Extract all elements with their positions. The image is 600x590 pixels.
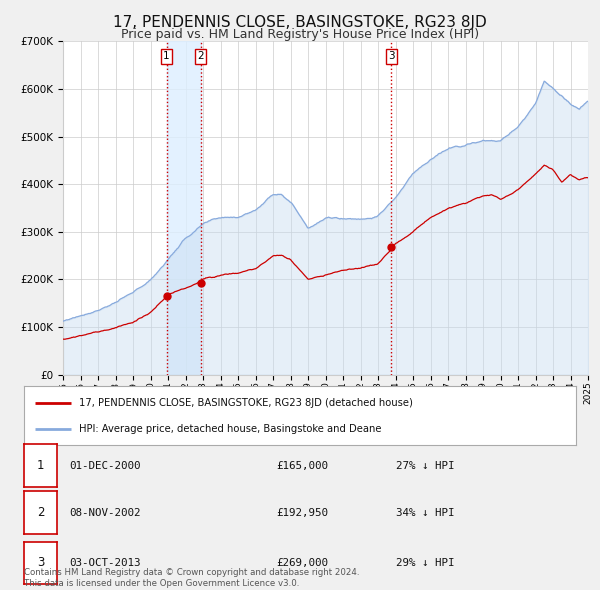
Bar [167, 41, 200, 375]
Text: £192,950: £192,950 [276, 508, 328, 517]
Text: £165,000: £165,000 [276, 461, 328, 470]
Text: HPI: Average price, detached house, Basingstoke and Deane: HPI: Average price, detached house, Basi… [79, 424, 382, 434]
Text: 34% ↓ HPI: 34% ↓ HPI [396, 508, 455, 517]
Text: 3: 3 [388, 51, 394, 61]
Text: Price paid vs. HM Land Registry's House Price Index (HPI): Price paid vs. HM Land Registry's House … [121, 28, 479, 41]
Text: £269,000: £269,000 [276, 558, 328, 568]
Text: Contains HM Land Registry data © Crown copyright and database right 2024.
This d: Contains HM Land Registry data © Crown c… [24, 568, 359, 588]
Text: 1: 1 [163, 51, 170, 61]
Text: 27% ↓ HPI: 27% ↓ HPI [396, 461, 455, 470]
Text: 03-OCT-2013: 03-OCT-2013 [69, 558, 140, 568]
Text: 29% ↓ HPI: 29% ↓ HPI [396, 558, 455, 568]
Text: 2: 2 [197, 51, 204, 61]
Text: 2: 2 [37, 506, 44, 519]
Text: 17, PENDENNIS CLOSE, BASINGSTOKE, RG23 8JD (detached house): 17, PENDENNIS CLOSE, BASINGSTOKE, RG23 8… [79, 398, 413, 408]
Text: 01-DEC-2000: 01-DEC-2000 [69, 461, 140, 470]
Text: 08-NOV-2002: 08-NOV-2002 [69, 508, 140, 517]
Text: 3: 3 [37, 556, 44, 569]
Text: 17, PENDENNIS CLOSE, BASINGSTOKE, RG23 8JD: 17, PENDENNIS CLOSE, BASINGSTOKE, RG23 8… [113, 15, 487, 30]
Text: 1: 1 [37, 459, 44, 472]
